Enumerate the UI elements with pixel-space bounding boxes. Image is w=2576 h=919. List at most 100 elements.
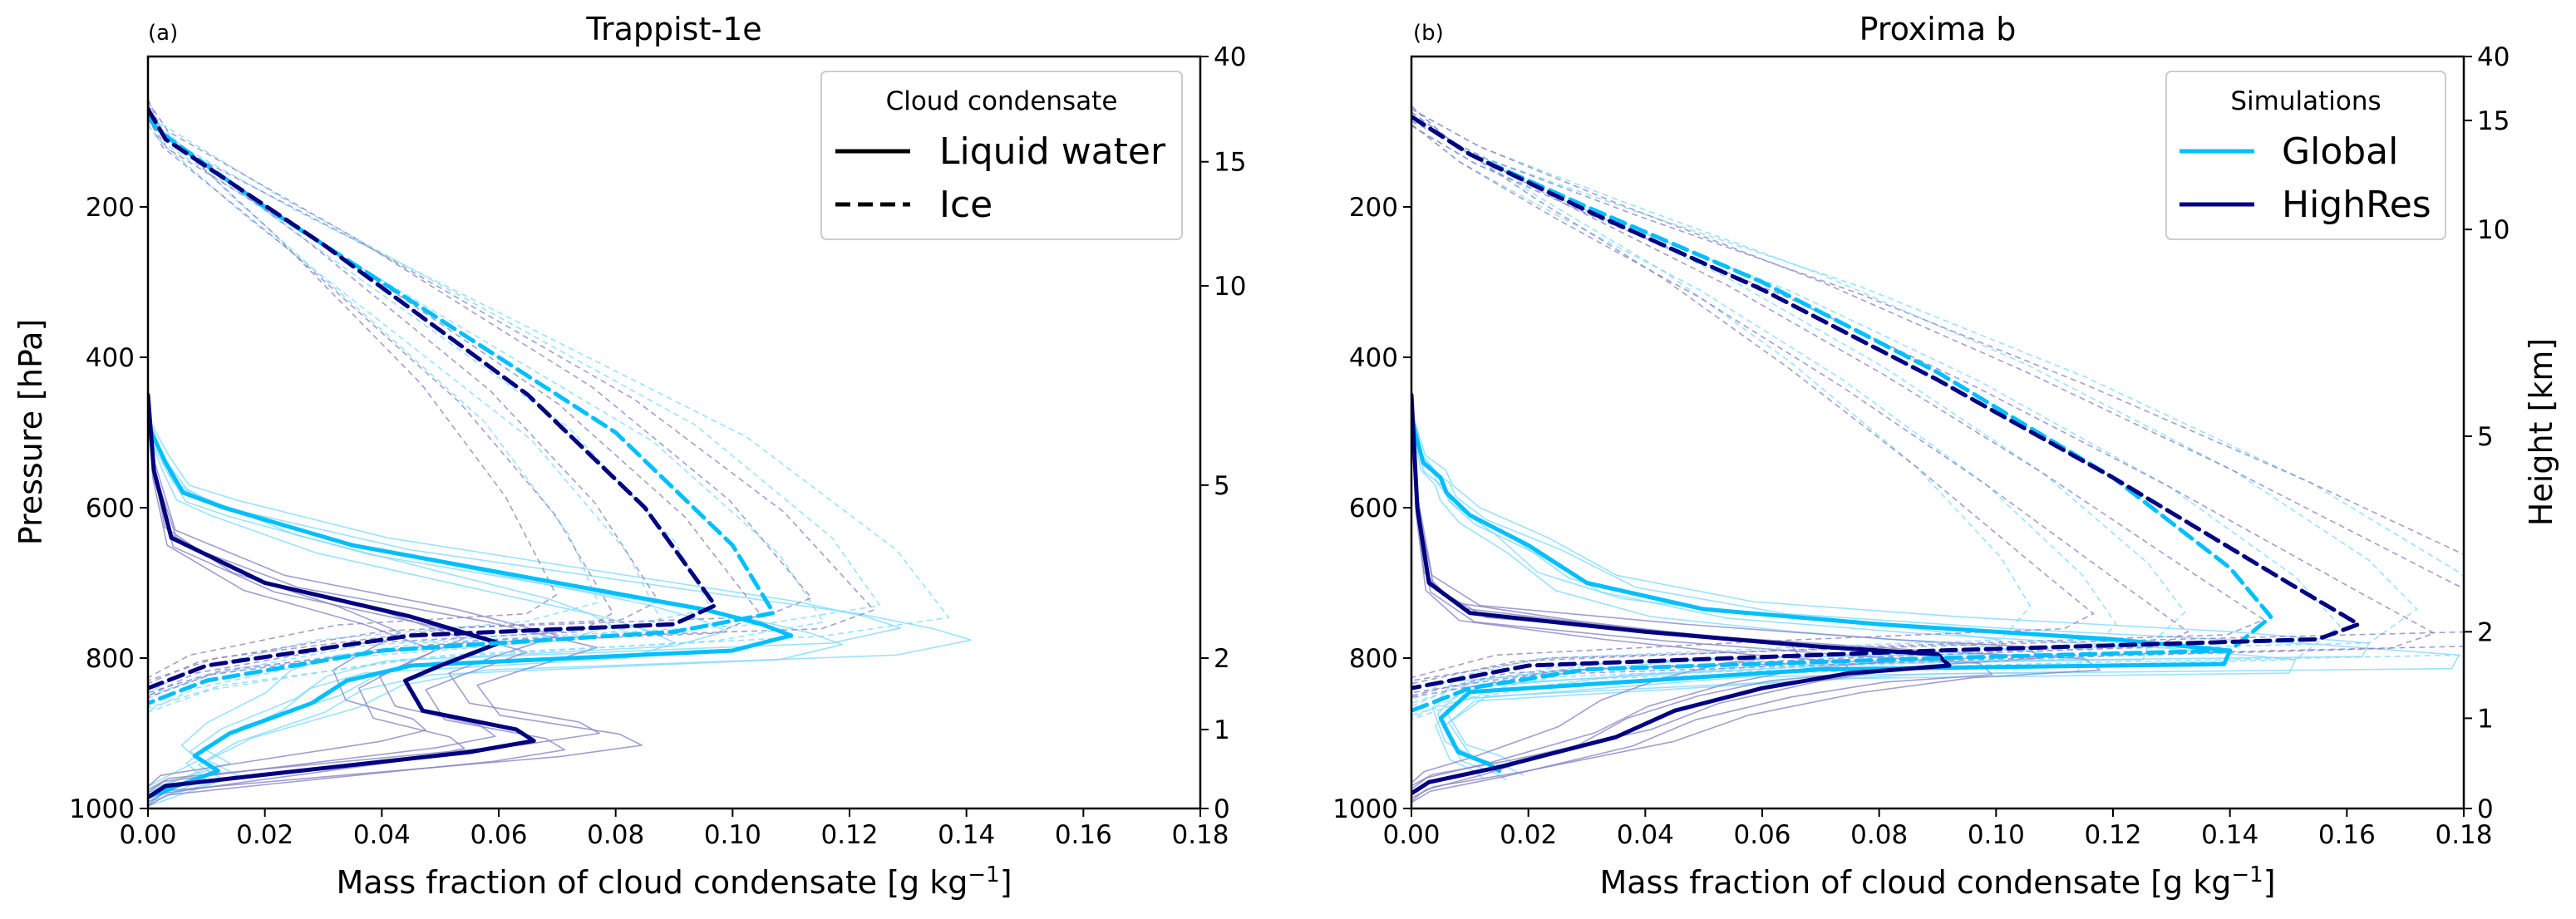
ensemble-line [1411,402,1854,802]
ensemble-line [148,387,600,791]
panel-a-y-ticks: 200 400 600 800 1000 [69,193,148,824]
series-line [148,106,717,690]
x-tick-label: 0.18 [2435,820,2492,850]
x-tick-label: 0.12 [820,820,878,850]
y-tick-label: 200 [1349,193,1398,223]
ensemble-line [1411,387,2042,787]
series-line [1411,114,2361,690]
x-tick-label: 0.18 [1171,820,1229,850]
panel-b-plot-frame [1410,55,2465,810]
panel-a-legend-label-ice: Ice [939,184,992,226]
x-tick-label: 0.16 [2318,820,2376,850]
x-tick-label: 0.14 [938,820,995,850]
x-tick-label: 0.04 [1617,820,1674,850]
panel-b-x-axis-label: Mass fraction of cloud condensate [g kg−… [1599,862,2275,901]
ensemble-line [1411,106,2095,679]
height-tick-label: 15 [2477,106,2510,136]
height-tick-label: 0 [2477,794,2494,824]
height-tick-label: 5 [1214,471,1230,501]
ensemble-line [1411,426,2297,781]
y-tick-label: 400 [86,343,135,373]
panel-b-legend-label-highres: HighRes [2282,184,2431,226]
x-tick-label: 0.14 [2201,820,2258,850]
x-tick-label: 0.06 [1733,820,1790,850]
series-line [148,392,536,799]
y-tick-label: 1000 [1332,794,1398,824]
ensemble-line [148,116,614,696]
height-tick-label: 2 [2477,617,2494,647]
ensemble-line [1411,412,2149,767]
ensemble-line [1411,399,2101,799]
ensemble-line [1411,108,2418,705]
x-tick-label: 0.08 [587,820,644,850]
x-tick-label: 0.08 [1850,820,1908,850]
panel-b-right-axis-label: Height [km] [2523,338,2559,526]
ensemble-line [1411,125,2436,698]
height-tick-label: 2 [1214,644,1230,674]
ensemble-line [1411,120,2464,694]
panel-a-y-axis-label: Pressure [hPa] [12,319,49,546]
height-tick-label: 10 [1214,272,1246,302]
x-tick-label: 0.02 [1500,820,1557,850]
ensemble-line [1411,384,1800,784]
y-tick-label: 200 [86,193,135,223]
panel-b-mean-lines [1411,114,2361,796]
height-tick-label: 1 [2477,704,2494,734]
height-tick-label: 40 [2477,42,2510,72]
height-tick-label: 15 [1214,148,1246,178]
ensemble-line [148,111,712,700]
y-tick-label: 600 [1349,494,1398,523]
ensemble-line [1411,120,2464,716]
panel-a-title: Trappist-1e [585,11,761,47]
panel-a: 0.00 0.02 0.04 0.06 0.08 0.10 0.12 0.14 0.16 0.18… [12,11,1246,901]
y-tick-label: 1000 [69,794,135,824]
ensemble-line [148,399,643,803]
panel-a-x-axis-label: Mass fraction of cloud condensate [g kg−… [336,862,1012,901]
panel-a-plot-frame [146,55,1202,810]
panel-b-legend-title: Simulations [2230,86,2381,116]
panel-a-legend-label-liquid: Liquid water [939,130,1166,173]
panel-a-legend: Cloud condensate Liquid water Ice [820,71,1183,240]
height-tick-label: 1 [1214,715,1230,745]
x-tick-label: 0.16 [1055,820,1112,850]
ensemble-line [148,104,659,685]
panel-b-letter: (b) [1413,21,1444,46]
series-line [148,422,794,799]
panel-a-x-ticks: 0.00 0.02 0.04 0.06 0.08 0.10 0.12 0.14 0.16 0.18 [119,808,1229,850]
ensemble-line [1411,111,2265,685]
y-tick-label: 600 [86,494,135,523]
height-tick-label: 40 [1214,42,1246,72]
panel-b-x-ticks: 0.00 0.02 0.04 0.06 0.08 0.10 0.12 0.14 0.16 0.18 [1382,808,2493,850]
ensemble-line [148,125,825,713]
x-tick-label: 0.04 [353,820,411,850]
ensemble-line [148,433,844,808]
ensemble-line [148,417,901,791]
height-tick-label: 0 [1214,794,1230,824]
ensemble-line [148,98,558,679]
x-tick-label: 0.02 [236,820,293,850]
panel-b-title: Proxima b [1859,11,2017,47]
series-line [1411,392,1952,796]
panel-b-legend-label-global: Global [2282,130,2398,173]
ensemble-line [148,108,881,697]
ensemble-line [148,429,973,803]
panel-b-y-ticks: 200 400 600 800 1000 [1332,193,1411,824]
ensemble-line [1411,123,2117,720]
y-tick-label: 400 [1349,343,1398,373]
ensemble-line [148,414,612,788]
ensemble-line [1411,425,2084,779]
panel-b-legend: Simulations Global HighRes [2165,71,2446,240]
panel-a-letter: (a) [148,21,178,46]
series-line [1411,114,2273,713]
panel-a-mean-lines [148,106,794,799]
panel-a-legend-box [820,71,1183,240]
y-tick-label: 800 [86,644,135,674]
panel-a-legend-title: Cloud condensate [886,86,1118,116]
height-tick-label: 10 [2477,215,2510,245]
x-tick-label: 0.00 [119,820,176,850]
height-tick-label: 5 [2477,422,2494,452]
series-line [1411,415,2233,774]
